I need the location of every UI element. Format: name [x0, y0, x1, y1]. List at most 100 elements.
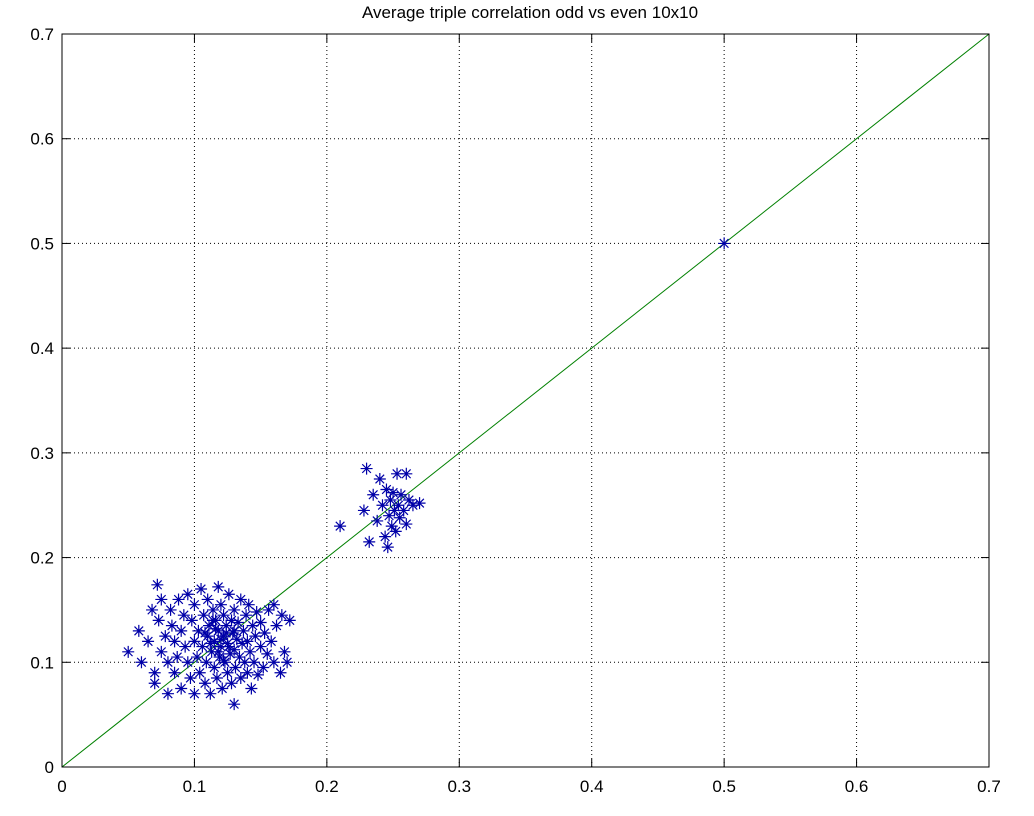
x-tick-label: 0.3: [447, 777, 471, 796]
data-point: [228, 624, 241, 637]
axis-ticks: [61, 33, 990, 768]
data-point: [230, 633, 243, 646]
data-point: [229, 661, 242, 674]
data-point: [373, 473, 386, 486]
data-point: [192, 624, 205, 637]
data-point: [214, 633, 227, 646]
data-point: [246, 619, 259, 632]
data-point: [200, 656, 213, 669]
data-point: [148, 677, 161, 690]
data-point: [242, 598, 255, 611]
data-point: [168, 666, 181, 679]
data-point: [258, 626, 271, 639]
data-point: [221, 637, 234, 650]
data-point: [367, 488, 380, 501]
data-point: [228, 603, 241, 616]
data-point: [188, 635, 201, 648]
data-point: [360, 462, 373, 475]
data-point: [387, 486, 400, 499]
data-point: [406, 499, 419, 512]
x-tick-label: 0.1: [183, 777, 207, 796]
x-tick-label: 0.2: [315, 777, 339, 796]
data-point: [204, 687, 217, 700]
data-point: [232, 616, 245, 629]
data-point: [188, 687, 201, 700]
data-point: [334, 520, 347, 533]
data-point: [179, 640, 192, 653]
data-point: [237, 624, 250, 637]
data-point: [413, 497, 426, 510]
data-point: [181, 656, 194, 669]
data-point: [208, 635, 221, 648]
data-point: [222, 588, 235, 601]
data-point: [208, 661, 221, 674]
data-point: [185, 614, 198, 627]
data-point: [400, 467, 413, 480]
data-point: [175, 682, 188, 695]
data-point: [168, 635, 181, 648]
data-point: [241, 635, 254, 648]
data-point: [267, 656, 280, 669]
x-axis-tick-labels: 0 0.1 0.2 0.3 0.4 0.5 0.6 0.7: [57, 777, 1001, 796]
data-point: [393, 511, 406, 524]
data-point: [400, 518, 413, 531]
y-tick-label: 0.4: [30, 339, 54, 358]
x-tick-label: 0.6: [845, 777, 869, 796]
y-tick-label: 0.6: [30, 130, 54, 149]
data-point: [214, 598, 227, 611]
data-point: [159, 630, 172, 643]
data-point: [191, 651, 204, 664]
data-point: [202, 619, 215, 632]
data-point: [238, 656, 251, 669]
y-tick-label: 0.7: [30, 25, 54, 44]
data-point: [228, 643, 241, 656]
data-point: [281, 656, 294, 669]
data-point: [217, 609, 230, 622]
data-point: [216, 682, 229, 695]
data-point: [384, 493, 397, 506]
data-point: [151, 578, 164, 591]
data-point: [240, 609, 253, 622]
data-point: [206, 614, 219, 627]
data-point: [363, 535, 376, 548]
data-point: [234, 671, 247, 684]
data-point: [254, 640, 267, 653]
data-point: [261, 647, 274, 660]
data-point: [132, 624, 145, 637]
data-point: [388, 504, 401, 517]
data-point: [196, 640, 209, 653]
data-point: [380, 483, 393, 496]
data-point: [161, 687, 174, 700]
x-tick-label: 0.7: [977, 777, 1001, 796]
data-point: [274, 666, 287, 679]
data-point: [248, 656, 261, 669]
data-point: [402, 493, 415, 506]
y-axis-tick-labels: 0 0.1 0.2 0.3 0.4 0.5 0.6 0.7: [30, 25, 54, 777]
data-point: [270, 619, 283, 632]
data-point: [172, 593, 185, 606]
data-point: [241, 666, 254, 679]
data-point: [389, 525, 402, 538]
data-point: [181, 588, 194, 601]
data-point: [265, 635, 278, 648]
data-point: [262, 603, 275, 616]
y-tick-label: 0.1: [30, 653, 54, 672]
x-tick-label: 0: [57, 777, 66, 796]
data-point: [225, 614, 238, 627]
data-point: [212, 645, 225, 658]
data-point: [142, 635, 155, 648]
data-point: [244, 645, 257, 658]
data-point: [385, 520, 398, 533]
data-point: [379, 530, 392, 543]
data-point: [197, 609, 210, 622]
data-point: [718, 237, 731, 250]
data-point: [383, 509, 396, 522]
data-point: [135, 656, 148, 669]
data-point: [233, 651, 246, 664]
data-point: [251, 668, 264, 681]
data-point: [199, 677, 212, 690]
data-point: [234, 593, 247, 606]
data-point: [397, 504, 410, 517]
data-point: [165, 619, 178, 632]
